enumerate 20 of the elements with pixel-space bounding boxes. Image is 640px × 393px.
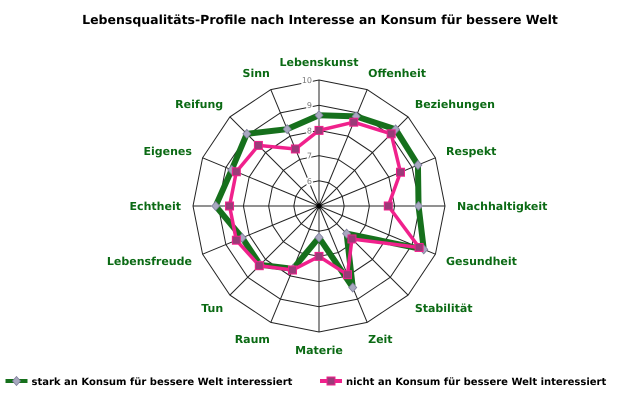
- y-tick-label: 6: [306, 176, 312, 186]
- spoke-label: Lebenskunst: [280, 56, 358, 69]
- spoke-label: Respekt: [446, 144, 496, 158]
- spoke-label: Beziehungen: [414, 98, 495, 112]
- spoke-label: Nachhaltigkeit: [457, 200, 548, 213]
- spoke-label: Zeit: [368, 333, 393, 346]
- legend-label: stark an Konsum für bessere Welt interessiert: [32, 377, 293, 388]
- spoke-label: Reifung: [175, 98, 224, 112]
- spoke-label: Materie: [295, 344, 343, 357]
- chart-title: Lebensqualitäts-Profile nach Interesse an Konsum für bessere Welt: [82, 12, 558, 27]
- legend-label: nicht an Konsum für bessere Welt interessiert: [346, 377, 606, 388]
- spoke-label: Raum: [234, 333, 270, 346]
- spoke-label: Sinn: [242, 66, 270, 80]
- spoke-label: Tun: [201, 302, 224, 315]
- spoke-label: Offenheit: [368, 66, 426, 80]
- spoke-label: Gesundheit: [446, 255, 517, 268]
- spoke-label: Echtheit: [130, 200, 181, 213]
- spoke-label: Stabilität: [414, 302, 473, 315]
- spoke-label: Lebensfreude: [106, 255, 192, 268]
- spoke-label: Eigenes: [143, 144, 192, 158]
